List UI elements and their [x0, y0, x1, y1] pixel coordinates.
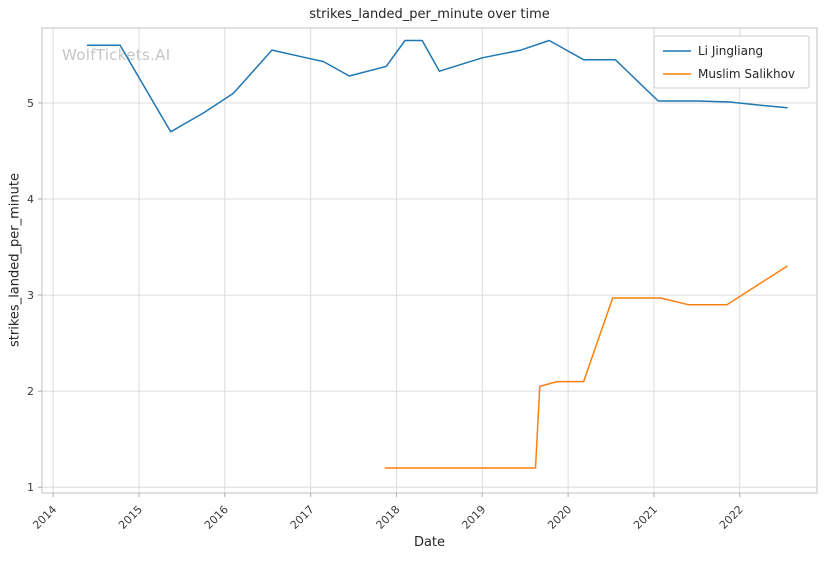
- y-tick-label: 5: [27, 97, 34, 110]
- watermark: WolfTickets.AI: [62, 46, 171, 64]
- legend-label-muslim-salikhov: Muslim Salikhov: [698, 67, 795, 81]
- x-tick-label: 2022: [717, 503, 746, 532]
- x-tick-label: 2019: [459, 503, 488, 532]
- y-tick-label: 4: [27, 193, 34, 206]
- x-tick-label: 2020: [545, 503, 574, 532]
- series-line-muslim-salikhov: [384, 265, 788, 469]
- x-tick-label: 2018: [374, 503, 403, 532]
- y-tick-label: 3: [27, 289, 34, 302]
- y-tick-label: 2: [27, 385, 34, 398]
- chart-title: strikes_landed_per_minute over time: [309, 7, 550, 22]
- x-tick-label: 2014: [30, 503, 59, 532]
- x-tick-label: 2017: [288, 503, 317, 532]
- legend-box: [653, 35, 810, 89]
- plot-border: [41, 27, 818, 494]
- x-tick-label: 2016: [202, 503, 231, 532]
- x-tick-label: 2021: [631, 503, 660, 532]
- x-tick-label: 2015: [116, 503, 145, 532]
- series-line-li-jingliang: [86, 39, 788, 133]
- y-tick-label: 1: [27, 481, 34, 494]
- legend-label-li-jingliang: Li Jingliang: [698, 44, 763, 58]
- x-axis-label: Date: [413, 535, 446, 550]
